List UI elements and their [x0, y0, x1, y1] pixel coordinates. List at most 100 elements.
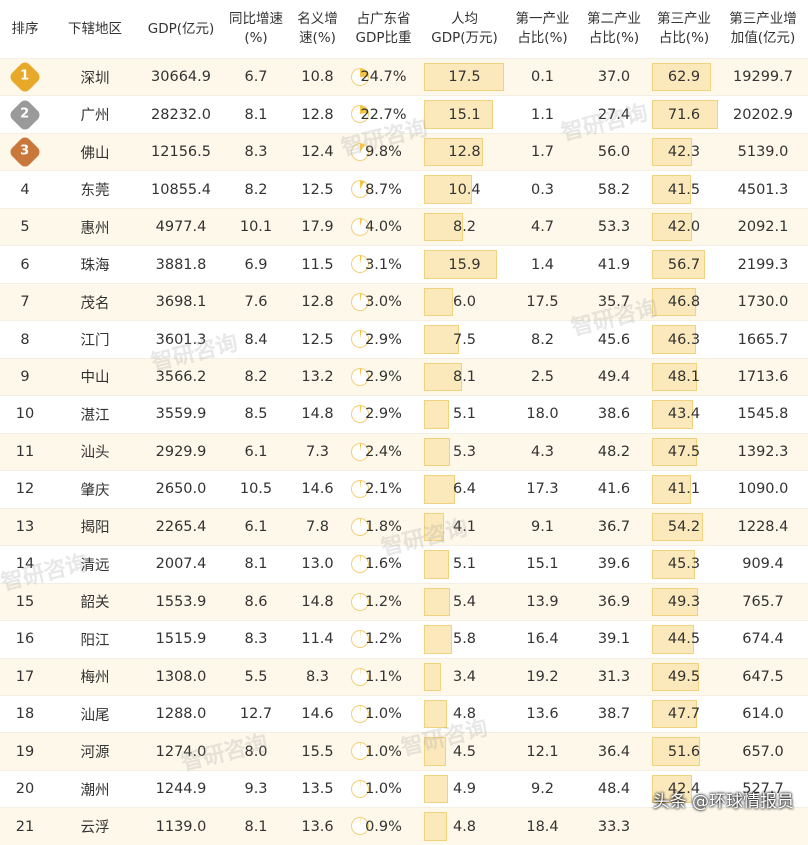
table-cell: 21: [0, 808, 50, 845]
cell-text: 614.0: [742, 706, 784, 722]
table-cell: 10.8: [290, 59, 345, 96]
table-cell: 43.4: [650, 396, 718, 433]
table-cell: 13: [0, 508, 50, 545]
cell-text: 45.3: [668, 556, 700, 572]
cell-text: 8.1: [244, 819, 267, 835]
table-cell: 44.5: [650, 621, 718, 658]
table-cell: 13.6: [507, 695, 578, 732]
table-cell: 9.8%: [345, 133, 422, 170]
cell-text: 3566.2: [156, 369, 207, 385]
cell-text: 5.1: [453, 406, 476, 422]
cell-text: 49.5: [668, 669, 700, 685]
table-cell: 7.5: [422, 321, 507, 358]
cell-text: 4: [20, 182, 29, 198]
cell-text: 53.3: [598, 219, 630, 235]
cell-text: 657.0: [742, 744, 784, 760]
cell-text: 8.1: [244, 556, 267, 572]
table-cell: 2929.9: [140, 433, 222, 470]
table-cell: 1713.6: [718, 358, 808, 395]
table-cell: 1.8%: [345, 508, 422, 545]
cell-text: 11: [16, 444, 34, 460]
cell-text: 41.9: [598, 257, 630, 273]
table-cell: 36.7: [578, 508, 650, 545]
table-cell: 1.2%: [345, 621, 422, 658]
cell-text: 肇庆: [81, 483, 110, 499]
cell-text: 13.9: [526, 594, 558, 610]
cell-text: 佛山: [81, 146, 110, 162]
cell-text: 7.3: [306, 444, 329, 460]
table-cell: 1274.0: [140, 733, 222, 770]
table-cell: 2.1%: [345, 471, 422, 508]
cell-text: 28232.0: [151, 107, 211, 123]
cell-text: 36.4: [598, 744, 630, 760]
cell-text: 33.3: [598, 819, 630, 835]
header-cell: 排序: [0, 0, 50, 59]
table-cell: 1545.8: [718, 396, 808, 433]
table-cell: 38.7: [578, 695, 650, 732]
cell-text: 7: [20, 294, 29, 310]
cell-text: 14.8: [301, 594, 333, 610]
table-cell: 14.8: [290, 583, 345, 620]
cell-text: 58.2: [598, 182, 630, 198]
cell-text: 49.3: [668, 594, 700, 610]
cell-text: 3881.8: [156, 257, 207, 273]
cell-text: 河源: [81, 745, 110, 761]
cell-text: 2: [20, 103, 29, 127]
table-cell: 14: [0, 546, 50, 583]
cell-text: 19: [16, 744, 34, 760]
cell-text: 41.1: [668, 481, 700, 497]
table-cell: 62.9: [650, 59, 718, 96]
cell-text: 5: [20, 219, 29, 235]
cell-text: 30664.9: [151, 69, 211, 85]
table-cell: 1.1: [507, 96, 578, 133]
cell-text: 14.6: [301, 706, 333, 722]
table-cell: 4: [0, 171, 50, 208]
table-cell: 4.9: [422, 770, 507, 807]
table-cell: 53.3: [578, 208, 650, 245]
cell-text: 3698.1: [156, 294, 207, 310]
table-cell: 7: [0, 283, 50, 320]
table-cell: 17.5: [422, 59, 507, 96]
table-cell: 19299.7: [718, 59, 808, 96]
table-cell: 3559.9: [140, 396, 222, 433]
cell-text: 5.5: [244, 669, 267, 685]
table-cell: 909.4: [718, 546, 808, 583]
cell-text: 10.5: [240, 481, 272, 497]
cell-text: 云浮: [81, 820, 110, 836]
table-cell: 珠海: [50, 246, 140, 283]
cell-text: 17.5: [526, 294, 558, 310]
cell-text: 16.4: [526, 631, 558, 647]
table-cell: 46.3: [650, 321, 718, 358]
cell-text: 647.5: [742, 669, 784, 685]
cell-text: 3559.9: [156, 406, 207, 422]
table-cell: 17.9: [290, 208, 345, 245]
table-cell: 10.5: [222, 471, 290, 508]
cell-text: 2.5: [531, 369, 554, 385]
cell-text: 19.2: [526, 669, 558, 685]
cell-text: 6.9: [244, 257, 267, 273]
table-cell: 6: [0, 246, 50, 283]
table-cell: 8.3: [290, 658, 345, 695]
cell-text: 1308.0: [156, 669, 207, 685]
table-cell: 27.4: [578, 96, 650, 133]
cell-text: 清远: [81, 558, 110, 574]
cell-text: 1090.0: [738, 481, 789, 497]
table-cell: [718, 808, 808, 845]
table-cell: 15.1: [507, 546, 578, 583]
cell-text: 765.7: [742, 594, 784, 610]
cell-text: 38.6: [598, 406, 630, 422]
cell-text: 2007.4: [156, 556, 207, 572]
table-cell: 2.9%: [345, 396, 422, 433]
cell-text: 2929.9: [156, 444, 207, 460]
cell-text: 江门: [81, 333, 110, 349]
table-cell: 20202.9: [718, 96, 808, 133]
table-cell: 674.4: [718, 621, 808, 658]
table-cell: 17: [0, 658, 50, 695]
table-cell: 56.7: [650, 246, 718, 283]
table-cell: 15.1: [422, 96, 507, 133]
table-cell: 5: [0, 208, 50, 245]
table-cell: 1288.0: [140, 695, 222, 732]
cell-text: 13.5: [301, 781, 333, 797]
